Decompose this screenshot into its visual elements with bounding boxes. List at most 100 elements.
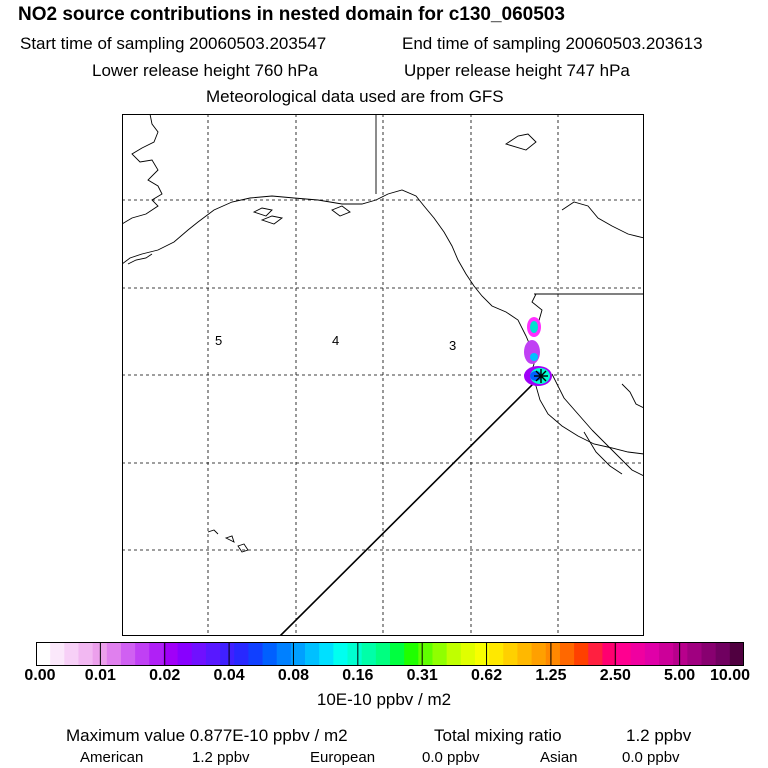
colorbar-cell	[588, 642, 603, 666]
map-svg	[122, 114, 644, 636]
colorbar-cell	[375, 642, 391, 666]
colorbar-cell	[220, 642, 235, 666]
colorbar-tick-label: 0.00	[24, 667, 56, 684]
colorbar-cell	[418, 642, 433, 666]
colorbar-cell	[50, 642, 65, 666]
plume-cell	[530, 321, 538, 333]
colorbar-cell	[205, 642, 221, 666]
colorbar-tick-label: 10.00	[709, 667, 751, 684]
colorbar-tick-label: 0.31	[406, 667, 438, 684]
start-sampling-text: Start time of sampling 20060503.203547	[20, 34, 327, 53]
island	[252, 207, 273, 217]
total-mixing-label: Total mixing ratio	[434, 726, 562, 745]
aleutian-islands	[127, 253, 153, 265]
island	[260, 215, 284, 225]
colorbar	[36, 642, 744, 666]
colorbar-cell	[36, 642, 51, 666]
total-mixing-value: 1.2 ppbv	[626, 726, 692, 745]
island	[331, 205, 351, 217]
colorbar-tick-label: 0.04	[213, 667, 245, 684]
colorbar-cell	[120, 642, 136, 666]
colorbar-cell	[559, 642, 575, 666]
colorbar-cell	[333, 642, 348, 666]
colorbar-cell	[64, 642, 79, 666]
colorbar-cell	[234, 642, 249, 666]
colorbar-cell	[390, 642, 405, 666]
colorbar-cell	[474, 642, 490, 666]
colorbar-cell	[729, 642, 744, 666]
colorbar-cell	[78, 642, 94, 666]
colorbar-cell	[616, 642, 632, 666]
colorbar-cell	[659, 642, 674, 666]
colorbar-cell	[517, 642, 532, 666]
colorbar-cell	[673, 642, 688, 666]
max-value-text: Maximum value 0.877E-10 ppbv / m2	[66, 726, 348, 745]
asian-label: Asian	[540, 749, 578, 766]
upper-release-text: Upper release height 747 hPa	[404, 61, 630, 80]
hawaii-island	[207, 529, 219, 535]
colorbar-cell	[361, 642, 377, 666]
colorbar-cell	[531, 642, 547, 666]
colorbar-tick-label: 1.25	[535, 667, 567, 684]
colorbar-tick-label: 5.00	[664, 667, 696, 684]
coastline-british-columbia	[561, 201, 644, 239]
colorbar-cell	[290, 642, 306, 666]
map-panel: 5 4 3	[122, 114, 644, 636]
colorbar-cell	[432, 642, 448, 666]
lower-release-text: Lower release height 760 hPa	[92, 61, 318, 80]
european-label: European	[310, 749, 376, 766]
asian-value: 0.0 ppbv	[622, 749, 680, 766]
plot-title: NO2 source contributions in nested domai…	[18, 4, 565, 25]
coastlines	[122, 114, 644, 553]
colorbar-units: 10E-10 ppbv / m2	[316, 690, 452, 709]
colorbar-cell	[687, 642, 702, 666]
colorbar-tick-label: 0.62	[470, 667, 503, 684]
colorbar-cell	[630, 642, 646, 666]
graticule	[122, 114, 644, 636]
colorbar-cell	[177, 642, 193, 666]
flight-track-line	[279, 375, 542, 636]
colorbar-cell	[404, 642, 419, 666]
colorbar-cell	[446, 642, 462, 666]
colorbar-cell	[574, 642, 589, 666]
european-value: 0.0 ppbv	[422, 749, 480, 766]
colorbar-cell	[503, 642, 518, 666]
colorbar-cell	[248, 642, 263, 666]
colorbar-cell	[319, 642, 334, 666]
colorbar-cell	[545, 642, 561, 666]
colorbar-cell	[149, 642, 164, 666]
colorbar-tick-label: 0.01	[84, 667, 116, 684]
colorbar-cell	[489, 642, 504, 666]
colorbar-cell	[715, 642, 731, 666]
colorbar-cell	[135, 642, 150, 666]
american-value: 1.2 ppbv	[192, 749, 250, 766]
colorbar-frame	[36, 642, 744, 666]
colorbar-cell	[644, 642, 660, 666]
colorbar-tick-label: 0.16	[342, 667, 374, 684]
border-us-mexico	[621, 383, 644, 409]
sector-label-5: 5	[215, 333, 223, 348]
sector-label-4: 4	[332, 333, 340, 348]
end-sampling-text: End time of sampling 20060503.203613	[402, 34, 703, 53]
border-mexico	[551, 373, 593, 431]
coastline-puget	[531, 293, 543, 325]
colorbar-cell	[305, 642, 320, 666]
colorbar-tick-label: 0.08	[277, 667, 310, 684]
island	[504, 133, 537, 151]
hawaii-island	[237, 543, 249, 553]
colorbar-cell	[460, 642, 476, 666]
colorbar-cell	[347, 642, 363, 666]
colorbar-tick-label: 2.50	[599, 667, 631, 684]
colorbar-cell	[106, 642, 122, 666]
sector-label-3: 3	[449, 338, 457, 353]
american-label: American	[80, 749, 144, 766]
colorbar-tick-label: 0.02	[149, 667, 181, 684]
colorbar-cell	[262, 642, 278, 666]
hawaii-island	[224, 535, 235, 543]
colorbar-cell	[191, 642, 207, 666]
coastline-alaska	[122, 114, 163, 225]
coastline-north-america	[122, 189, 644, 455]
coastline-baja	[591, 429, 644, 477]
colorbar-cell	[163, 642, 178, 666]
colorbar-cell	[701, 642, 717, 666]
